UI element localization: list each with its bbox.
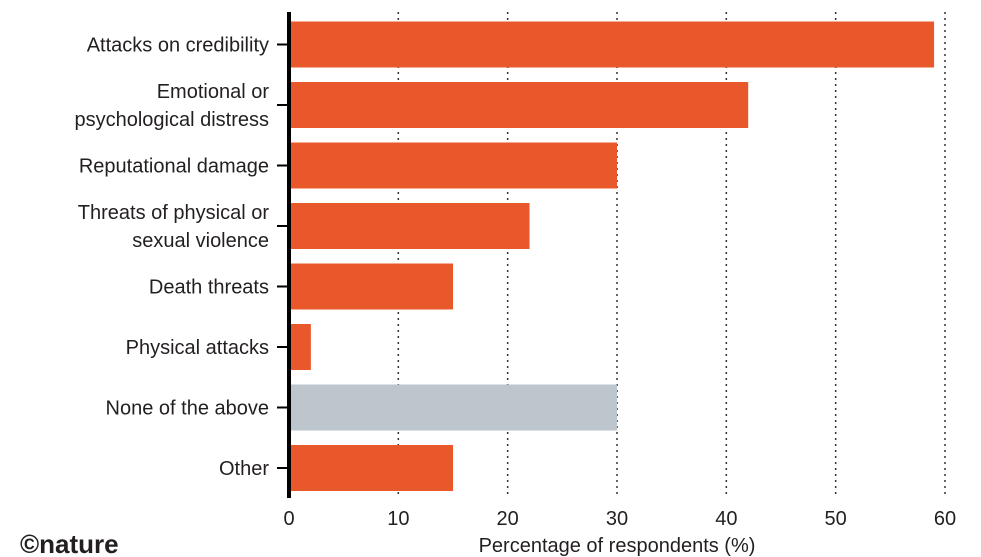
category-labels: Attacks on credibility Emotional or psycho… [74, 35, 289, 480]
category-label: Death threats [149, 277, 269, 299]
category-label: Attacks on credibility [87, 35, 269, 57]
x-tick-label: 10 [387, 508, 409, 530]
bar [289, 203, 530, 249]
category-label: sexual violence [132, 230, 269, 252]
x-tick-label: 40 [715, 508, 737, 530]
x-tick-label: 60 [934, 508, 956, 530]
x-tick-label: 0 [283, 508, 294, 530]
category-label: psychological distress [74, 109, 269, 131]
bars [289, 21, 935, 491]
x-tick-label: 50 [825, 508, 847, 530]
bar [289, 21, 935, 68]
category-label: None of the above [106, 398, 269, 420]
bar [289, 445, 453, 491]
x-tick-labels: 0 10 20 30 40 50 60 [283, 508, 956, 530]
x-tick-label: 30 [606, 508, 628, 530]
category-label: Threats of physical or [78, 202, 270, 224]
bar [289, 263, 453, 310]
x-axis-title: Percentage of respondents (%) [479, 535, 756, 557]
bar [289, 384, 617, 431]
category-label: Physical attacks [126, 337, 269, 359]
category-label: Emotional or [157, 81, 270, 103]
category-label: Reputational damage [79, 156, 269, 178]
nature-credit: ©nature [20, 529, 119, 557]
x-tick-label: 20 [497, 508, 519, 530]
bar [289, 82, 749, 128]
category-label: Other [219, 458, 269, 480]
bar [289, 324, 311, 370]
bar [289, 142, 617, 189]
